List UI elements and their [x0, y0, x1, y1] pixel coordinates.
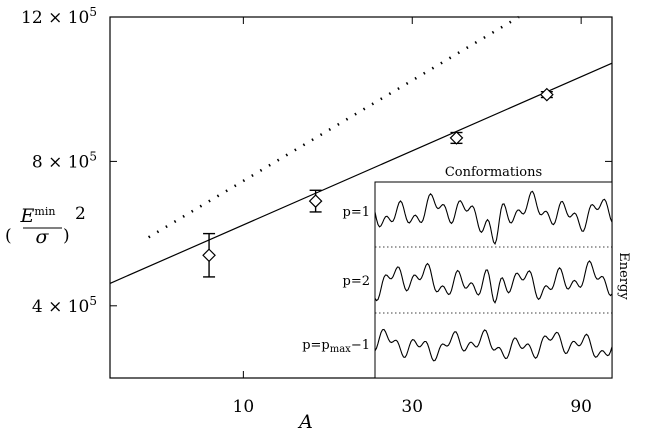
y-tick-label: 12 × 105: [21, 5, 97, 28]
y-axis-label-E: E: [20, 205, 35, 227]
x-axis-label: A: [297, 411, 313, 433]
inset-landscape-curve: [374, 190, 613, 246]
y-axis-label-min: min: [34, 205, 55, 218]
y-tick-label: 4 × 105: [32, 294, 97, 317]
conformations-inset: Conformations Energy p=1 p=2 p=pmax−1: [302, 165, 631, 379]
data-point-diamond: [308, 194, 323, 208]
x-tick-label: 10: [233, 397, 255, 417]
inset-row-label-main: p=1: [343, 205, 371, 220]
y-axis-label-paren-right: ): [63, 226, 70, 246]
inset-row-label-suffix: −1: [351, 338, 370, 353]
inset-row-label-main: p=2: [343, 274, 371, 289]
y-tick-label: 8 × 105: [32, 149, 97, 172]
x-tick-label: 30: [401, 397, 423, 417]
inset-landscape-curve: [374, 260, 613, 304]
inset-row-label-sub: max: [330, 344, 351, 355]
y-axis-label-denominator: σ: [36, 226, 50, 248]
y-tick-label-exponent: 5: [89, 5, 97, 19]
y-axis-label-paren-left: (: [5, 226, 12, 246]
inset-frame: [374, 181, 613, 379]
y-tick-label-base: 4 × 10: [32, 297, 90, 317]
fit-line-solid: [109, 62, 613, 284]
y-axis-label-power: 2: [75, 204, 86, 224]
data-point-diamond: [202, 248, 216, 263]
y-tick-label-exponent: 5: [89, 294, 97, 308]
y-tick-label-exponent: 5: [89, 149, 97, 163]
inset-row-label: p=1: [343, 205, 371, 220]
inset-energy-label: Energy: [616, 252, 631, 300]
data-point-diamond: [539, 87, 554, 102]
inset-row-label: p=pmax−1: [302, 338, 370, 355]
inset-title: Conformations: [445, 165, 542, 180]
x-tick-label: 90: [570, 397, 592, 417]
inset-row-label: p=2: [343, 274, 371, 289]
data-point-diamond: [449, 131, 464, 145]
y-tick-label-base: 12 × 10: [21, 8, 89, 28]
inset-landscape-curve: [374, 328, 613, 362]
y-axis-label-numerator: Emin: [20, 205, 56, 227]
inset-row-label-main: p=p: [302, 338, 330, 353]
y-tick-label-base: 8 × 10: [32, 152, 90, 172]
